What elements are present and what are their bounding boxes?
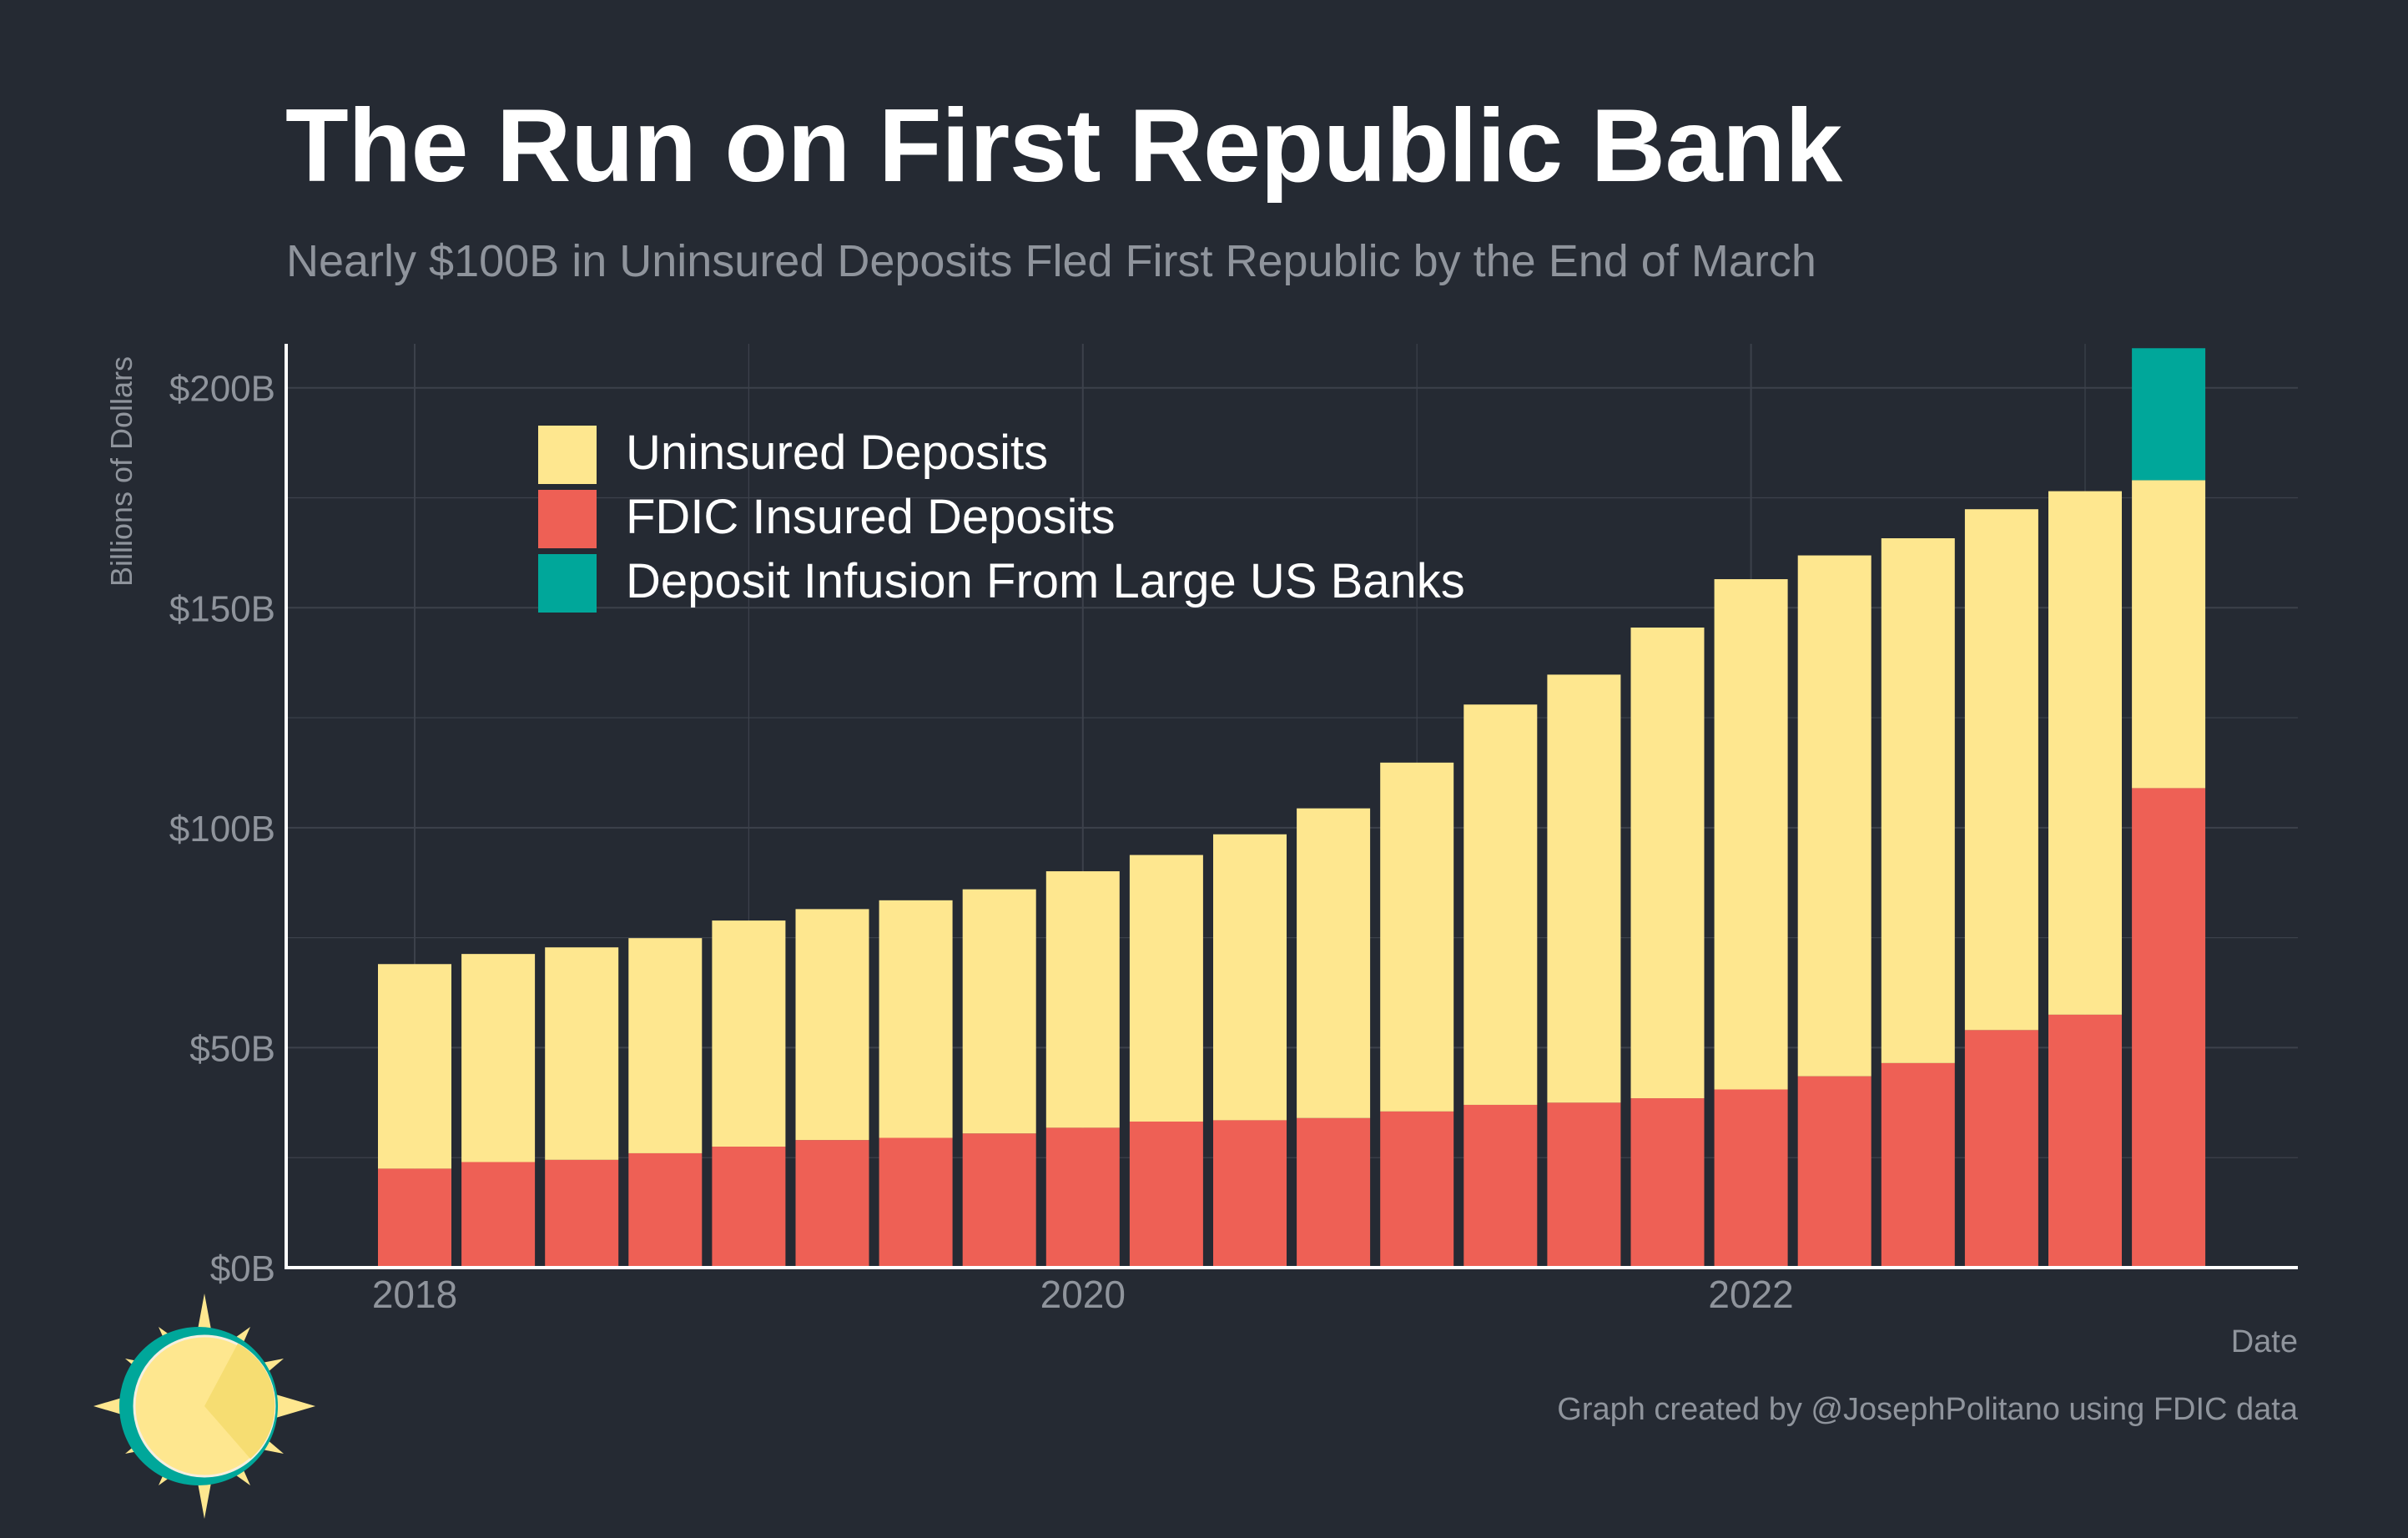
x-tick-labels: 2018 2020 2022 bbox=[372, 1273, 1794, 1316]
uninsured-bar bbox=[712, 920, 786, 1147]
insured-bar bbox=[712, 1147, 786, 1268]
y-axis-label: Billions of Dollars bbox=[104, 356, 139, 587]
uninsured-bar bbox=[1714, 579, 1788, 1090]
insured-bar bbox=[1045, 1127, 1120, 1268]
uninsured-bar bbox=[795, 909, 869, 1141]
infusion-bar bbox=[2132, 348, 2206, 481]
insured-bar bbox=[1380, 1111, 1454, 1268]
y-tick-label: $100B bbox=[169, 809, 275, 850]
uninsured-bar bbox=[1547, 674, 1621, 1103]
insured-bar bbox=[1964, 1030, 2038, 1268]
y-tick-label: $150B bbox=[169, 588, 275, 629]
y-tick-label: $50B bbox=[189, 1028, 275, 1069]
insured-bar bbox=[1714, 1089, 1788, 1268]
insured-bar bbox=[1297, 1117, 1371, 1268]
x-axis-label: Date bbox=[2231, 1324, 2298, 1359]
sun-shade bbox=[204, 1344, 275, 1459]
insured-bar bbox=[1213, 1120, 1287, 1268]
uninsured-bar bbox=[1797, 555, 1871, 1077]
legend-label: Uninsured Deposits bbox=[626, 426, 1048, 480]
legend-swatch bbox=[538, 426, 597, 484]
insured-bar bbox=[1881, 1062, 1955, 1268]
uninsured-bar bbox=[1881, 537, 1955, 1063]
insured-bar bbox=[461, 1162, 536, 1268]
insured-bar bbox=[1797, 1076, 1871, 1268]
sun-logo-icon bbox=[93, 1293, 315, 1519]
uninsured-bar bbox=[879, 900, 953, 1138]
insured-bar bbox=[1129, 1121, 1203, 1268]
uninsured-bar bbox=[1213, 834, 1287, 1121]
insured-bar bbox=[378, 1168, 451, 1268]
y-tick-label: $0B bbox=[210, 1248, 275, 1289]
uninsured-bar bbox=[1630, 628, 1705, 1099]
x-tick-label: 2022 bbox=[1708, 1273, 1793, 1316]
insured-bar bbox=[2048, 1014, 2122, 1268]
uninsured-bar bbox=[1045, 871, 1120, 1128]
chart-title: The Run on First Republic Bank bbox=[285, 88, 1842, 204]
uninsured-bar bbox=[1964, 509, 2038, 1031]
uninsured-bar bbox=[1297, 808, 1371, 1118]
axes bbox=[285, 344, 2298, 1269]
uninsured-bar bbox=[378, 964, 451, 1169]
y-tick-label: $200B bbox=[169, 369, 275, 410]
insured-bar bbox=[2132, 788, 2206, 1268]
insured-bar bbox=[1463, 1104, 1538, 1268]
insured-bar bbox=[545, 1159, 619, 1268]
x-tick-label: 2018 bbox=[372, 1273, 457, 1316]
uninsured-bar bbox=[545, 947, 619, 1160]
insured-bar bbox=[628, 1152, 703, 1268]
y-tick-labels: $0B $50B $100B $150B $200B bbox=[169, 369, 275, 1289]
credit-text: Graph created by @JosephPolitano using F… bbox=[1557, 1392, 2299, 1427]
insured-bar bbox=[795, 1140, 869, 1268]
uninsured-bar bbox=[1463, 704, 1538, 1105]
legend-swatch bbox=[538, 554, 597, 613]
insured-bar bbox=[879, 1137, 953, 1268]
uninsured-bar bbox=[2132, 480, 2206, 789]
insured-bar bbox=[1547, 1102, 1621, 1268]
chart-subtitle: Nearly $100B in Uninsured Deposits Fled … bbox=[286, 236, 1816, 286]
legend-label: Deposit Infusion From Large US Banks bbox=[626, 554, 1465, 608]
insured-bar bbox=[1630, 1098, 1705, 1268]
uninsured-bar bbox=[461, 954, 536, 1162]
uninsured-bar bbox=[962, 889, 1036, 1134]
uninsured-bar bbox=[1129, 855, 1203, 1122]
x-tick-label: 2020 bbox=[1040, 1273, 1126, 1316]
uninsured-bar bbox=[2048, 491, 2122, 1015]
uninsured-bar bbox=[628, 938, 703, 1153]
bars bbox=[378, 348, 2206, 1268]
legend: Uninsured Deposits FDIC Insured Deposits D… bbox=[538, 426, 1465, 613]
legend-swatch bbox=[538, 490, 597, 548]
uninsured-bar bbox=[1380, 762, 1454, 1112]
insured-bar bbox=[962, 1133, 1036, 1268]
legend-label: FDIC Insured Deposits bbox=[626, 490, 1116, 544]
